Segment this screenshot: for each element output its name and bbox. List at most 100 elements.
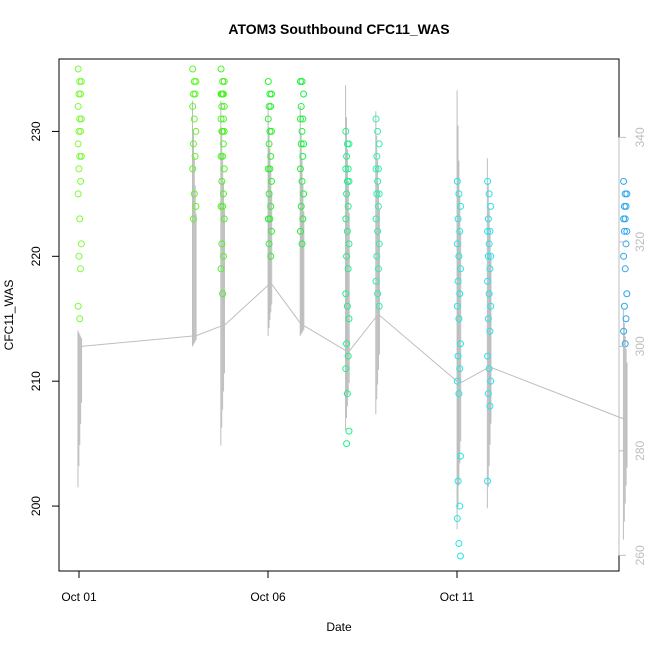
data-point (343, 190, 351, 198)
data-point (299, 152, 307, 160)
x-tick-label: Oct 01 (61, 590, 97, 604)
data-point (456, 265, 464, 273)
data-point (218, 177, 226, 185)
data-point (267, 177, 275, 185)
data-point (189, 215, 197, 223)
data-point (74, 102, 82, 110)
line-connector (81, 335, 195, 347)
data-point (345, 427, 353, 435)
data-point (455, 190, 463, 198)
data-point (77, 152, 85, 160)
data-point (486, 265, 494, 273)
data-point (345, 177, 353, 185)
data-point (453, 377, 461, 385)
data-point (219, 140, 227, 148)
chart-title: ATOM3 Southbound CFC11_WAS (228, 21, 449, 37)
line-connector (195, 324, 223, 337)
y-tick-label: 210 (29, 371, 43, 391)
data-point (189, 102, 197, 110)
data-point (374, 227, 382, 235)
data-point (191, 152, 199, 160)
data-point (219, 202, 227, 210)
data-point (189, 140, 197, 148)
data-point (621, 215, 629, 223)
data-point (622, 315, 630, 323)
data-point (77, 90, 85, 98)
data-point (374, 290, 382, 298)
data-point (454, 477, 462, 485)
data-point (299, 215, 307, 223)
data-point (344, 352, 352, 360)
y-tick-label: 200 (29, 496, 43, 516)
data-point (372, 165, 380, 173)
data-point (219, 90, 227, 98)
data-point (297, 202, 305, 210)
data-point (76, 215, 84, 223)
data-point (453, 515, 461, 523)
data-point (74, 302, 82, 310)
data-point (220, 102, 228, 110)
data-point (484, 177, 492, 185)
data-point (219, 190, 227, 198)
data-point (75, 252, 83, 260)
data-point (620, 302, 628, 310)
data-point (296, 165, 304, 173)
data-point (484, 252, 492, 260)
data-point (485, 365, 493, 373)
data-point (485, 290, 493, 298)
y2-tick-label: 320 (633, 232, 647, 252)
data-point (342, 290, 350, 298)
data-point (220, 215, 228, 223)
data-point (456, 365, 464, 373)
data-point (620, 252, 628, 260)
data-point (267, 152, 275, 160)
data-point (343, 302, 351, 310)
y-tick-label: 230 (29, 121, 43, 141)
data-point (374, 202, 382, 210)
data-point (218, 127, 226, 135)
data-point (298, 127, 306, 135)
data-point (300, 140, 308, 148)
data-point (342, 365, 350, 373)
data-point (620, 227, 628, 235)
data-point (298, 240, 306, 248)
data-point (375, 190, 383, 198)
y-axis-right: 260 280 300 320 340 (618, 127, 647, 565)
data-point (343, 152, 351, 160)
data-point (300, 90, 308, 98)
line-connector (303, 325, 348, 353)
data-point (343, 252, 351, 260)
data-point (453, 240, 461, 248)
data-point (373, 252, 381, 260)
plot-frame (58, 58, 620, 572)
data-point (484, 215, 492, 223)
data-point (375, 240, 383, 248)
data-point (343, 440, 351, 448)
data-point (486, 402, 494, 410)
data-point (75, 165, 83, 173)
data-point (192, 202, 200, 210)
data-point (77, 127, 85, 135)
line-connector (223, 283, 271, 326)
data-point (455, 315, 463, 323)
data-point (345, 240, 353, 248)
data-point (344, 202, 352, 210)
data-point (343, 390, 351, 398)
data-point (623, 227, 631, 235)
data-point (484, 390, 492, 398)
data-point (298, 77, 306, 85)
data-point (454, 277, 462, 285)
data-point (372, 115, 380, 123)
data-point (219, 152, 227, 160)
data-point (298, 177, 306, 185)
data-point (486, 227, 494, 235)
data-point (77, 77, 85, 85)
x-tick-label: Oct 06 (250, 590, 286, 604)
data-point (217, 115, 225, 123)
data-point (192, 127, 200, 135)
data-point (77, 177, 85, 185)
data-point (218, 240, 226, 248)
data-point (266, 215, 274, 223)
y2-tick-label: 280 (633, 441, 647, 461)
data-point (345, 140, 353, 148)
